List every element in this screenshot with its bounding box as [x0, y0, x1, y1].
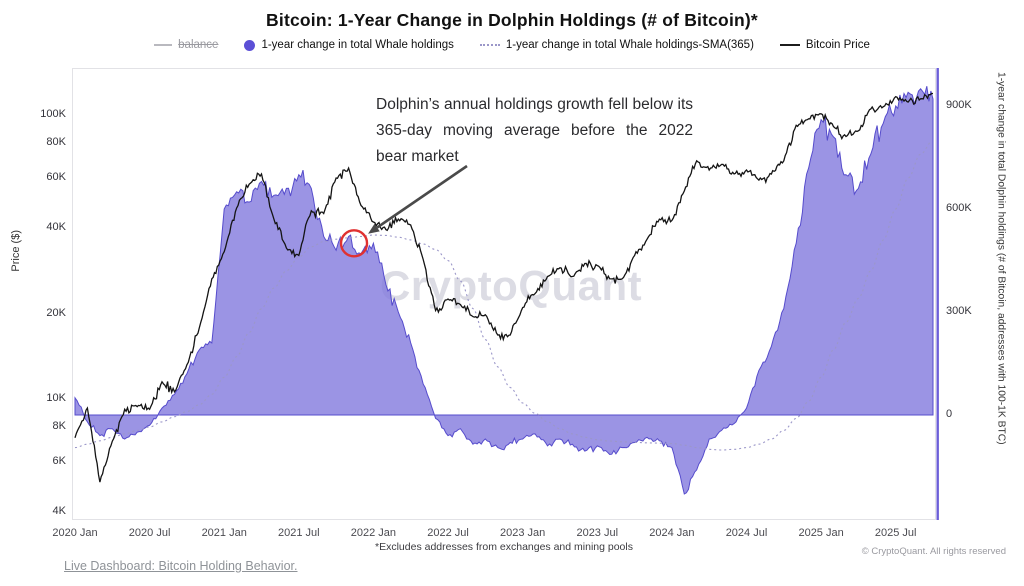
x-axis-tick: 2020 Jan — [52, 527, 98, 539]
x-axis-tick: 2024 Jan — [649, 527, 695, 539]
page-title: Bitcoin: 1-Year Change in Dolphin Holdin… — [266, 10, 758, 30]
y-axis-tick-right: 0 — [946, 408, 953, 420]
legend-item-balance[interactable]: balance — [154, 39, 218, 51]
x-axis-tick: 2022 Jul — [427, 527, 469, 539]
x-axis-tick: 2021 Jul — [278, 527, 320, 539]
chart-annotation-text: Dolphin’s annual holdings growth fell be… — [376, 96, 693, 166]
y-axis-tick-left: 100K — [40, 108, 66, 120]
legend-item-whale-change[interactable]: 1-year change in total Whale holdings — [244, 39, 454, 51]
purple-dot-icon — [244, 39, 256, 51]
x-axis-tick: 2020 Jul — [128, 527, 171, 539]
live-dashboard-link[interactable]: Live Dashboard: Bitcoin Holding Behavior… — [64, 559, 298, 573]
left-axis-label: Price ($) — [10, 230, 22, 272]
y-axis-tick-left: 10K — [46, 392, 66, 404]
balance-line-marker-icon — [154, 44, 173, 46]
y-axis-tick-left: 40K — [46, 221, 66, 233]
y-axis-tick-right: 600K — [946, 202, 972, 214]
x-axis-tick: 2025 Jan — [798, 527, 844, 539]
legend-label-sma: 1-year change in total Whale holdings-SM… — [505, 39, 754, 51]
y-axis-tick-left: 60K — [46, 171, 66, 183]
legend-label-whale-change: 1-year change in total Whale holdings — [261, 39, 454, 51]
y-axis-tick-left: 8K — [52, 419, 66, 432]
x-axis-tick: 2023 Jul — [576, 527, 619, 539]
y-axis-tick-left: 80K — [46, 135, 66, 148]
plot-area-border — [72, 68, 936, 520]
x-axis-tick: 2025 Jul — [874, 527, 917, 539]
legend-item-bitcoin-price[interactable]: Bitcoin Price — [779, 39, 870, 51]
y-axis-tick-left: 4K — [52, 505, 66, 517]
solid-line-marker-icon — [779, 44, 800, 46]
chart-legend: balance 1-year change in total Whale hol… — [0, 39, 1024, 51]
y-axis-tick-right: 900K — [946, 99, 972, 111]
x-axis-tick: 2021 Jan — [201, 527, 247, 539]
y-axis-tick-right: 300K — [946, 305, 972, 317]
y-axis-tick-left: 20K — [46, 306, 66, 319]
x-axis-tick: 2022 Jan — [350, 527, 397, 539]
legend-label-bitcoin-price: Bitcoin Price — [805, 39, 870, 51]
legend-item-sma[interactable]: 1-year change in total Whale holdings-SM… — [479, 39, 754, 51]
dotted-line-marker-icon — [479, 44, 500, 46]
copyright-notice: © CryptoQuant. All rights reserved — [861, 546, 1006, 557]
right-axis-label: 1-year change in total Dolphin holdings … — [995, 72, 1007, 445]
y-axis-tick-left: 6K — [52, 455, 66, 467]
x-axis-tick: 2023 Jan — [500, 527, 546, 539]
legend-label-balance: balance — [178, 39, 219, 51]
cryptoquant-watermark: CryptoQuant — [380, 262, 643, 309]
chart-footnote: *Excludes addresses from exchanges and m… — [375, 541, 633, 553]
x-axis-tick: 2024 Jul — [725, 527, 768, 539]
